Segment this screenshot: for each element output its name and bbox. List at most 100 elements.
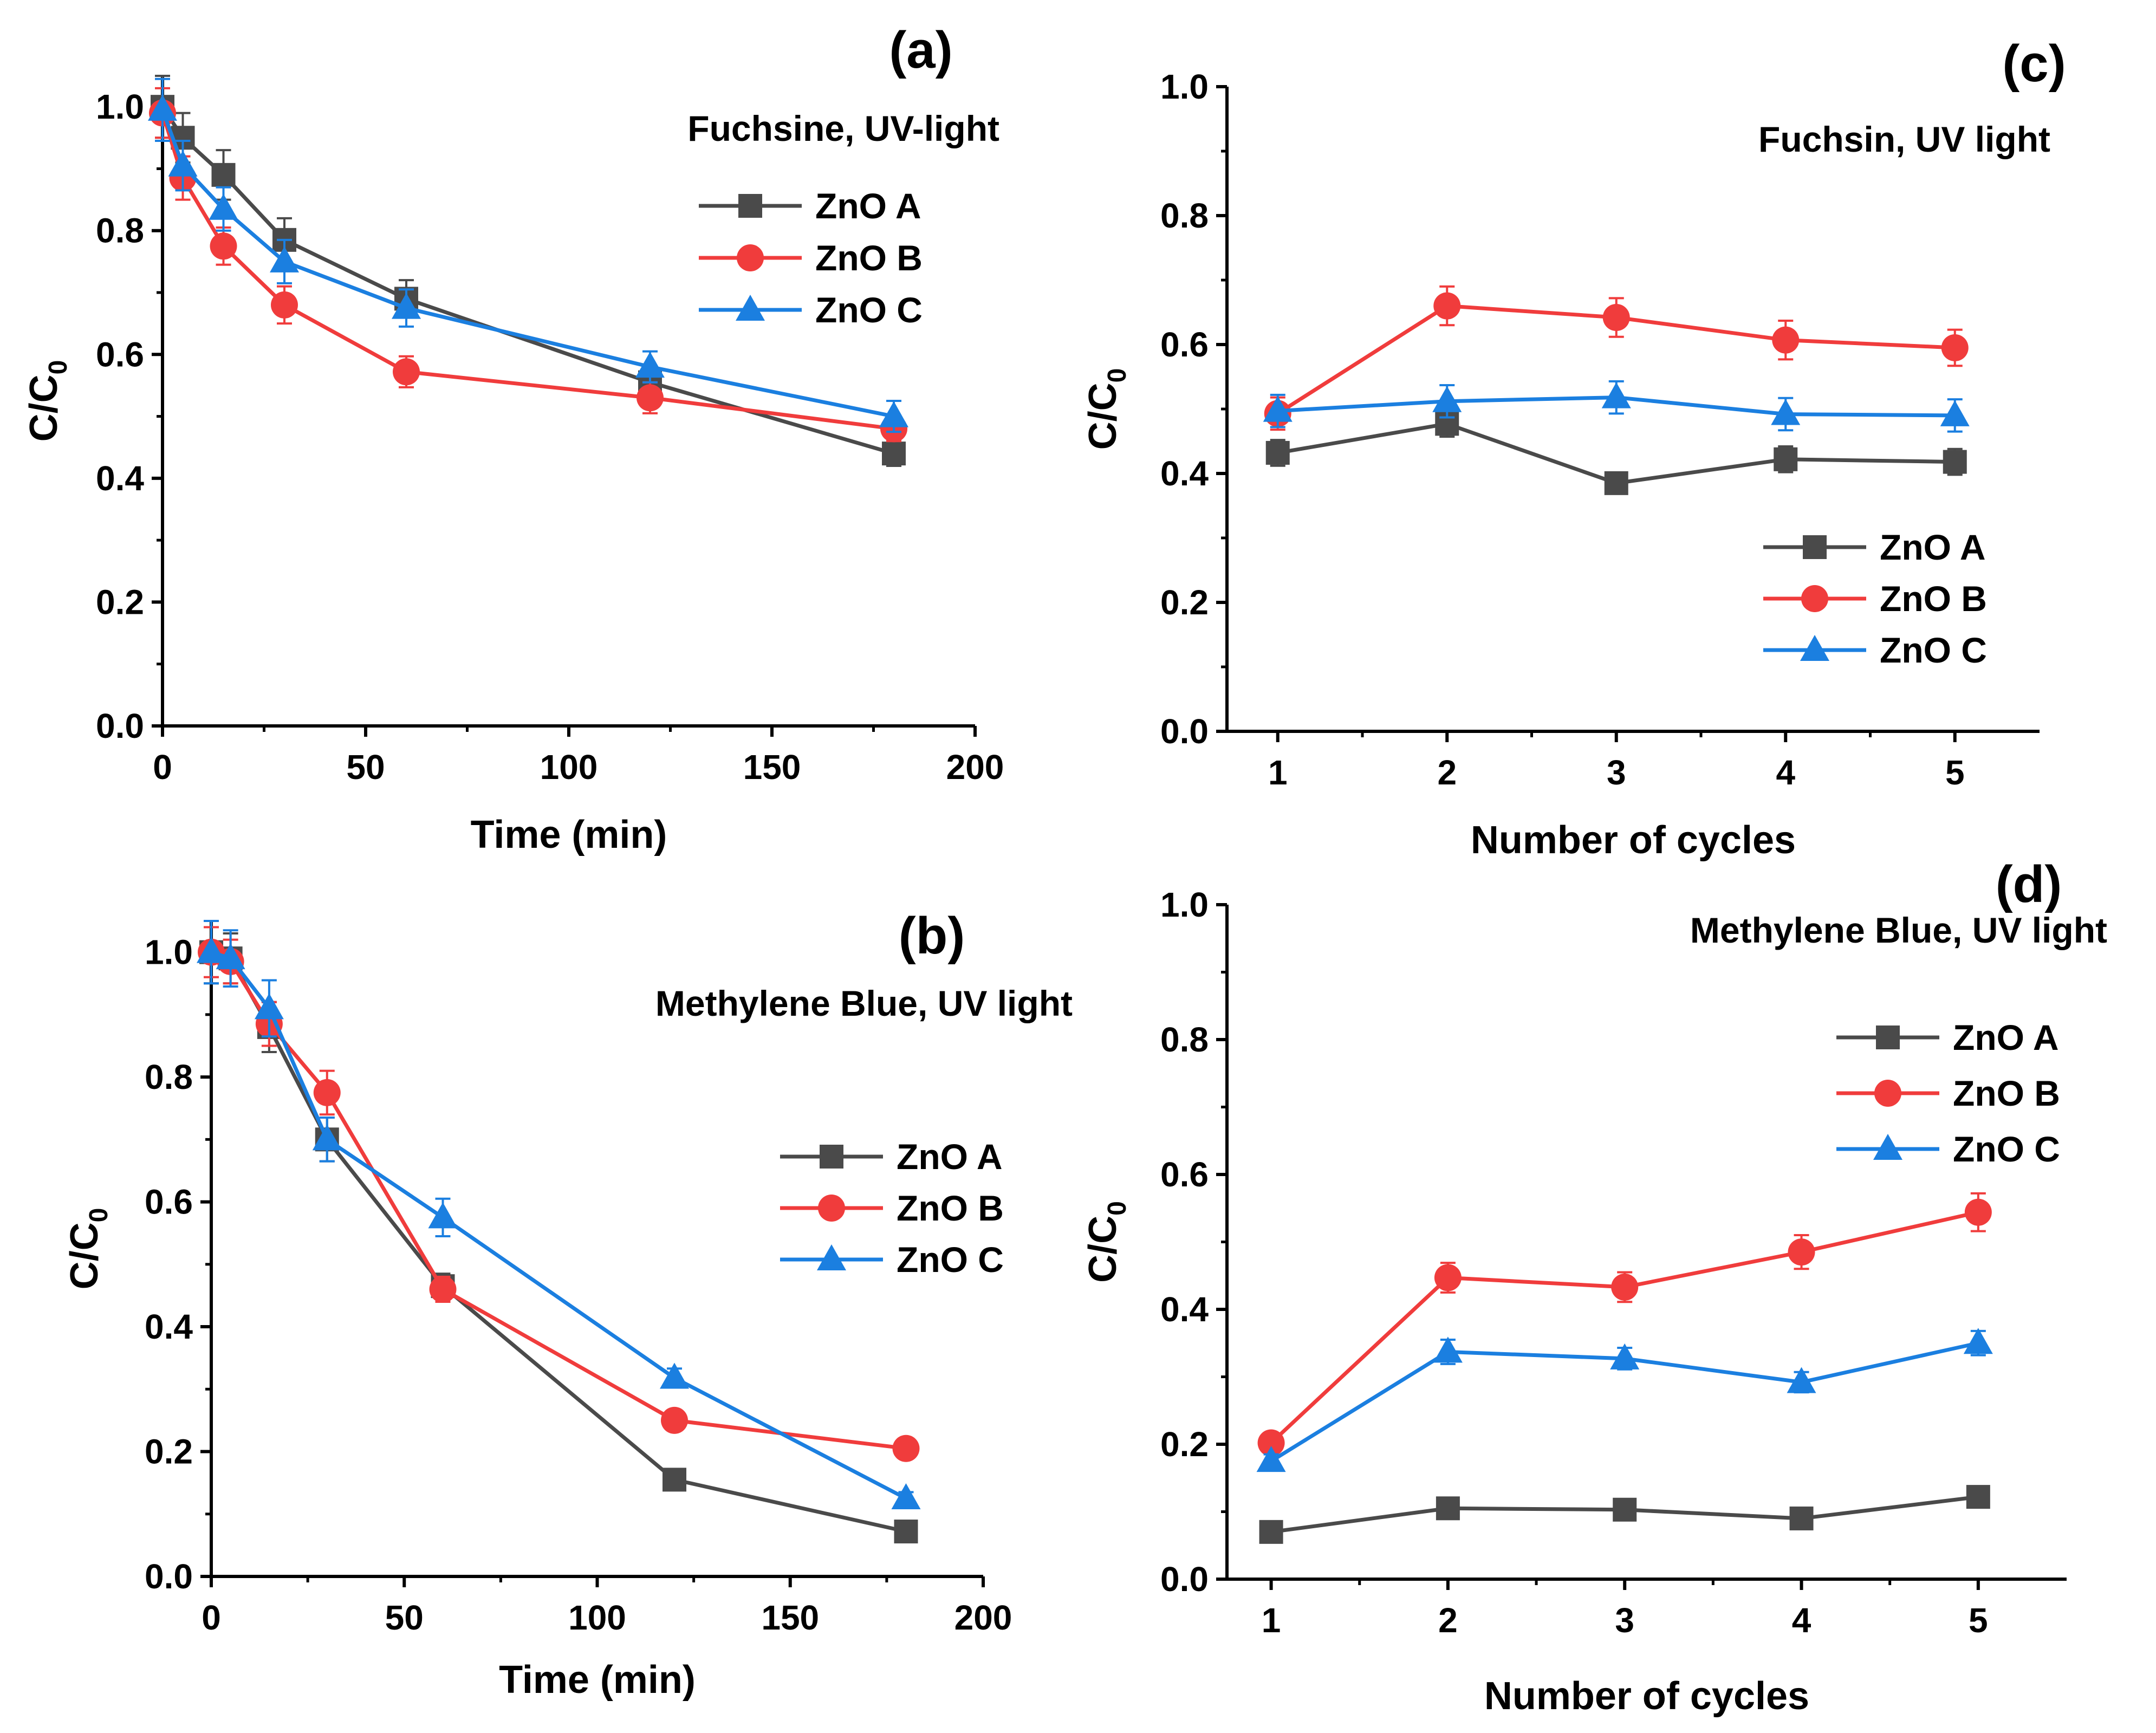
x-tick-label: 50 (385, 1598, 424, 1637)
series-line (1270, 1210, 1979, 1445)
legend-label: ZnO C (1953, 1129, 2060, 1169)
legend-entry: ZnO B (1836, 1073, 2060, 1113)
y-tick-label: 0.0 (145, 1557, 193, 1596)
data-point (1772, 326, 1800, 354)
y-tick-label: 0.2 (1160, 1425, 1209, 1464)
series-zno-a (1265, 410, 1967, 495)
data-point (661, 1406, 688, 1434)
data-point (1610, 1343, 1640, 1369)
data-point (1256, 1446, 1286, 1472)
legend-entry: ZnO B (699, 238, 923, 278)
data-point (1436, 1496, 1460, 1521)
y-tick-label: 1.0 (1160, 67, 1209, 106)
y-tick-label: 0.4 (96, 459, 144, 498)
legend-label: ZnO C (897, 1239, 1004, 1280)
y-tick-label: 0.4 (145, 1307, 193, 1346)
data-point (1434, 1264, 1462, 1291)
data-point (197, 937, 226, 963)
data-point (1601, 382, 1631, 408)
legend-label: ZnO B (1953, 1073, 2060, 1113)
data-point (882, 442, 906, 466)
data-point (1259, 1520, 1283, 1544)
chart-panel-c: 0.0 0.2 0.4 0.6 0.8 1.0 1 2 3 4 5 Number of cycles C… (1081, 35, 2066, 862)
data-point (211, 163, 236, 187)
legend-label: ZnO A (1880, 527, 1986, 567)
legend-entry: ZnO B (780, 1188, 1004, 1228)
legend-label: ZnO B (897, 1188, 1004, 1228)
chart-title: Fuchsin, UV light (1758, 119, 2050, 159)
legend-marker (1800, 635, 1829, 661)
data-point (168, 150, 198, 177)
legend-marker (1803, 535, 1827, 559)
legend-entry: ZnO A (1763, 527, 1986, 567)
x-tick-label: 100 (540, 748, 598, 787)
y-axis-title-subscript: 0 (85, 1208, 113, 1223)
series-zno-c (197, 920, 921, 1509)
y-tick-label: 0.6 (1160, 325, 1209, 364)
legend-marker (817, 1244, 846, 1270)
y-tick-label: 0.2 (1160, 583, 1209, 622)
y-tick-label: 0.0 (1160, 1560, 1209, 1599)
y-axis-title: C/C0 (1081, 368, 1132, 450)
x-tick-label: 1 (1262, 1601, 1281, 1640)
x-tick-label: 3 (1615, 1601, 1634, 1640)
data-point (892, 1435, 920, 1462)
series-line (160, 109, 894, 419)
series-line (210, 950, 907, 1501)
x-tick-label: 0 (153, 748, 172, 787)
series-zno-a (1259, 1485, 1990, 1544)
y-axis-title-subscript: 0 (1103, 368, 1132, 383)
data-point (313, 1079, 341, 1106)
y-tick-label: 0.6 (1160, 1155, 1209, 1194)
legend-entry: ZnO C (1836, 1129, 2060, 1169)
legend-entry: ZnO A (699, 186, 921, 226)
data-point (1774, 447, 1798, 471)
chart-panel-b: 0.0 0.2 0.4 0.6 0.8 1.0 0 50 100 150 200 Time (min)… (63, 907, 1073, 1702)
chart-title: Methylene Blue, UV light (1690, 910, 2107, 950)
chart-title: Fuchsine, UV-light (687, 108, 999, 148)
x-tick-label: 200 (954, 1598, 1012, 1637)
y-tick-label: 0.6 (145, 1183, 193, 1222)
x-axis-title: Number of cycles (1484, 1674, 1809, 1718)
x-tick-label: 100 (568, 1598, 626, 1637)
data-point (209, 193, 238, 220)
data-point (1788, 1238, 1815, 1266)
series-zno-c (148, 77, 908, 433)
chart-panel-a: 0.0 0.2 0.4 0.6 0.8 1.0 0 50 100 150 200 Time (min)… (22, 21, 1004, 856)
panel-label: (a) (889, 21, 952, 79)
x-tick-label: 50 (346, 748, 385, 787)
y-tick-label: 0.6 (96, 335, 144, 374)
data-point (1602, 304, 1630, 332)
legend-label: ZnO A (897, 1137, 1003, 1177)
data-point (1787, 1367, 1816, 1393)
legend-entry: ZnO B (1763, 579, 1987, 619)
data-point (312, 1124, 342, 1151)
data-point (148, 94, 177, 121)
y-tick-label: 0.8 (1160, 196, 1209, 235)
legend-marker (738, 194, 762, 218)
y-tick-label: 0.2 (145, 1432, 193, 1471)
x-tick-label: 200 (946, 748, 1004, 787)
x-tick-label: 0 (202, 1598, 221, 1637)
data-point (1611, 1273, 1639, 1301)
x-tick-label: 5 (1969, 1601, 1988, 1640)
legend-marker (1873, 1134, 1902, 1160)
legend-label: ZnO B (1880, 579, 1987, 619)
x-tick-label: 4 (1792, 1601, 1811, 1640)
legend-entry: ZnO C (699, 290, 923, 330)
data-point (1433, 292, 1461, 320)
data-point (891, 1483, 921, 1509)
x-tick-label: 1 (1268, 753, 1288, 792)
x-axis-title: Time (min) (499, 1658, 696, 1702)
series-line (161, 106, 894, 456)
data-point (429, 1275, 457, 1303)
legend-entry: ZnO A (1836, 1017, 2059, 1057)
y-axis-title: C/C0 (22, 360, 73, 442)
data-point (637, 384, 664, 412)
y-tick-label: 0.2 (96, 582, 144, 621)
data-point (1943, 450, 1967, 474)
data-point (1432, 386, 1462, 412)
x-tick-label: 4 (1776, 753, 1795, 792)
x-axis-title: Time (min) (471, 813, 667, 856)
data-point (210, 232, 237, 260)
